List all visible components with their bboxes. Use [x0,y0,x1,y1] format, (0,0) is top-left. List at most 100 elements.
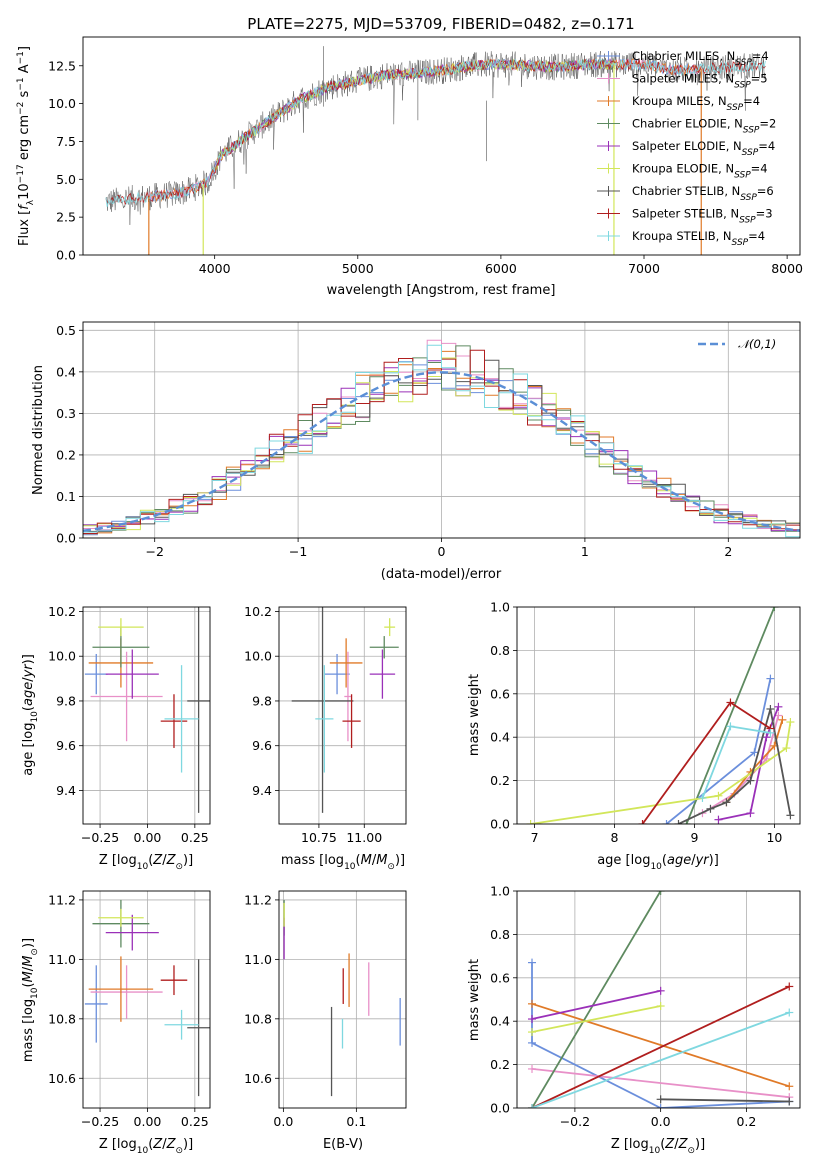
label-fragment: SSP [742,148,759,158]
weight-line [702,715,780,814]
label-fragment: age [667,853,691,868]
label-fragment: Flux [ [17,210,32,246]
x-tick-label: 0.0 [651,1114,671,1129]
label-fragment: =4 [752,49,769,63]
label-fragment: 10 [344,862,356,872]
legend-label: Salpeter STELIB, NSSP=3 [632,207,773,226]
y-tick-label: 10.8 [48,1011,76,1026]
y-axis-label: age [log10(age/yr)] [21,654,40,776]
y-axis-label: mass weight [467,959,482,1041]
y-tick-label: 10.2 [244,604,272,619]
weight-line [531,989,661,1020]
label-fragment: Salpeter MILES, N [632,72,734,86]
label-fragment: ( [662,853,667,868]
label-fragment: Z [152,1137,163,1152]
label-fragment: ( [148,1137,153,1152]
axes-frame [278,890,407,1109]
legend-label: Chabrier MILES, NSSP=4 [632,49,769,68]
spectrum-line [148,58,701,202]
legend-label: 𝒩(0,1) [738,337,776,351]
x-tick-label: −0.25 [81,1114,119,1129]
y-tick-label: 9.4 [252,783,272,798]
label-fragment: =6 [757,184,774,198]
label-fragment: Z [log [99,853,137,868]
y-tick-label: 1.0 [490,884,510,899]
y-tick-label: 5.0 [56,172,76,187]
label-fragment: ⊙ [175,862,183,872]
label-fragment: =3 [756,207,773,221]
legend-label: Chabrier STELIB, NSSP=6 [632,184,774,203]
label-fragment: ( [21,706,36,711]
label-fragment: SSP [740,193,757,203]
y-tick-label: 10.0 [48,96,76,111]
label-fragment: / [691,853,696,868]
label-fragment: Chabrier STELIB, N [632,184,740,198]
plot-area-weight-vs-age [517,607,800,824]
x-tick-label: 0.0 [273,1114,293,1129]
plot-area-age-vs-Z [83,607,210,824]
y-tick-label: 10.2 [48,604,76,619]
x-tick-label: 10.75 [301,830,337,845]
x-tick-label: 9 [690,830,698,845]
plot-area-spectrum [105,46,766,255]
label-fragment: )] [183,1137,193,1152]
x-tick-label: 0.1 [346,1114,366,1129]
x-tick-label: −1 [289,544,307,559]
label-fragment: M [21,971,36,982]
label-fragment: Z [678,1137,689,1152]
y-tick-label: 10.6 [244,1071,272,1086]
x-tick-label: 1 [581,544,589,559]
y-tick-label: 10.0 [244,649,272,664]
label-fragment: 10 [137,1146,149,1156]
label-fragment: Kroupa MILES, N [632,94,727,108]
y-tick-label: 0.6 [490,970,510,985]
y-tick-label: 0.2 [490,1057,510,1072]
weight-line [660,1098,790,1103]
label-fragment: Z [166,853,177,868]
label-fragment: 10 [17,183,32,200]
label-fragment: =4 [748,229,765,243]
label-fragment: / [372,853,377,868]
x-tick-label: −0.2 [560,1114,590,1129]
label-fragment: ( [148,853,153,868]
label-fragment: −1 [16,51,26,64]
y-tick-label: 12.5 [48,58,76,73]
x-tick-label: 8000 [771,261,803,276]
label-fragment: 10 [649,1146,661,1156]
x-tick-label: 0.2 [736,1114,756,1129]
axes-frame [516,890,801,1109]
y-axis-label: Flux [fλ10−17 erg cm−2 s−1 A−1] [16,46,36,246]
label-fragment: SSP [727,103,744,113]
y-tick-label: 0.3 [56,406,76,421]
legend-label: Chabrier ELODIE, NSSP=2 [632,117,776,136]
weight-line [531,1011,790,1108]
x-axis-label: E(B-V) [323,1137,363,1152]
y-tick-label: 9.6 [56,738,76,753]
label-fragment: Chabrier MILES, N [632,49,735,63]
label-fragment: ⊙ [387,862,395,872]
y-tick-label: 11.0 [48,952,76,967]
label-fragment: ⊙ [30,948,40,956]
legend-label: Kroupa MILES, NSSP=4 [632,94,760,113]
weight-line [678,708,792,824]
x-axis-label: mass [log10(M/M⊙)] [281,853,405,872]
label-fragment: SSP [743,126,760,136]
axes-spectrum: 4000 5000 6000 7000 8000 0.0 2.5 5.0 7.5 10.0 12.5… [16,36,803,298]
plot-area-weight-vs-Z [517,891,800,1108]
x-tick-label: 11.00 [346,830,382,845]
x-tick-label: 2 [724,544,732,559]
label-fragment: )] [21,938,36,948]
weight-line [531,1005,661,1033]
label-fragment: ( [660,1137,665,1152]
y-tick-label: 11.2 [48,892,76,907]
y-tick-label: 0.4 [490,730,510,745]
label-fragment: M [361,853,372,868]
x-tick-label: 0.25 [181,830,209,845]
label-fragment: SSP [734,81,751,91]
y-tick-label: 10.0 [48,649,76,664]
